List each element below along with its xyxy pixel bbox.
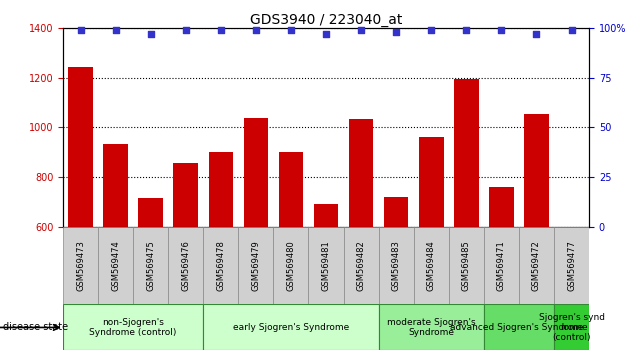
Point — [566, 28, 576, 33]
Text: GSM569477: GSM569477 — [567, 240, 576, 291]
Text: GSM569471: GSM569471 — [497, 240, 506, 291]
Bar — [63, 304, 203, 350]
Text: GSM569472: GSM569472 — [532, 240, 541, 291]
Point — [251, 28, 261, 33]
Bar — [489, 187, 513, 227]
Text: GSM569484: GSM569484 — [427, 240, 436, 291]
Text: GSM569475: GSM569475 — [146, 240, 155, 291]
Text: disease state: disease state — [3, 322, 68, 332]
Bar — [554, 304, 589, 350]
Text: GSM569483: GSM569483 — [392, 240, 401, 291]
Bar — [133, 227, 168, 304]
Bar — [484, 304, 554, 350]
Bar — [419, 137, 444, 227]
Bar — [168, 227, 203, 304]
Bar — [63, 227, 98, 304]
Text: GSM569480: GSM569480 — [287, 240, 295, 291]
Bar — [278, 152, 303, 227]
Text: GSM569478: GSM569478 — [216, 240, 226, 291]
Text: GSM569473: GSM569473 — [76, 240, 85, 291]
Bar — [103, 144, 128, 227]
Point — [496, 28, 507, 33]
Bar — [203, 304, 379, 350]
Point — [146, 32, 156, 37]
Bar — [379, 304, 484, 350]
Point — [215, 28, 226, 33]
Bar — [98, 227, 133, 304]
Bar — [139, 198, 163, 227]
Title: GDS3940 / 223040_at: GDS3940 / 223040_at — [250, 13, 402, 27]
Point — [426, 28, 436, 33]
Point — [532, 32, 542, 37]
Text: moderate Sjogren's
Syndrome: moderate Sjogren's Syndrome — [387, 318, 476, 337]
Text: GSM569481: GSM569481 — [321, 240, 331, 291]
Bar — [454, 79, 479, 227]
Bar — [209, 152, 233, 227]
Text: GSM569474: GSM569474 — [111, 240, 120, 291]
Bar — [484, 227, 519, 304]
Bar — [449, 227, 484, 304]
Text: GSM569482: GSM569482 — [357, 240, 365, 291]
Point — [286, 28, 296, 33]
Bar — [314, 204, 338, 227]
Point — [391, 29, 401, 35]
Bar — [273, 227, 309, 304]
Bar — [173, 163, 198, 227]
Bar — [414, 227, 449, 304]
Bar — [309, 227, 343, 304]
Text: GSM569485: GSM569485 — [462, 240, 471, 291]
Bar — [554, 227, 589, 304]
Bar — [238, 227, 273, 304]
Bar — [524, 114, 549, 227]
Bar — [203, 227, 238, 304]
Point — [181, 28, 191, 33]
Bar — [519, 227, 554, 304]
Bar — [244, 118, 268, 227]
Point — [321, 32, 331, 37]
Point — [461, 28, 471, 33]
Text: GSM569479: GSM569479 — [251, 240, 260, 291]
Bar — [343, 227, 379, 304]
Text: advanced Sjogren's Syndrome: advanced Sjogren's Syndrome — [450, 323, 588, 332]
Text: Sjogren's synd
rome
(control): Sjogren's synd rome (control) — [539, 313, 605, 342]
Bar — [379, 227, 414, 304]
Text: non-Sjogren's
Syndrome (control): non-Sjogren's Syndrome (control) — [89, 318, 177, 337]
Bar — [384, 197, 408, 227]
Point — [76, 28, 86, 33]
Point — [111, 28, 121, 33]
Bar — [68, 67, 93, 227]
Bar — [349, 119, 374, 227]
Text: early Sjogren's Syndrome: early Sjogren's Syndrome — [233, 323, 349, 332]
Text: GSM569476: GSM569476 — [181, 240, 190, 291]
Point — [356, 28, 366, 33]
